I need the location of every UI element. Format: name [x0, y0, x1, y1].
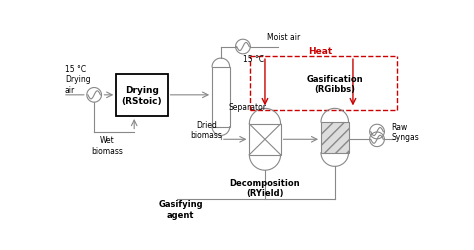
- Text: Gasifying
agent: Gasifying agent: [158, 199, 203, 219]
- Text: 15 °C
Drying
air: 15 °C Drying air: [65, 65, 91, 94]
- Text: Raw
Syngas: Raw Syngas: [392, 122, 419, 142]
- Bar: [249, 124, 281, 155]
- Text: Heat: Heat: [308, 47, 332, 56]
- Text: Separator: Separator: [229, 102, 267, 112]
- Bar: [212, 68, 230, 127]
- Text: Drying
(RStoic): Drying (RStoic): [122, 86, 162, 105]
- Text: 15 °C: 15 °C: [243, 54, 264, 63]
- Text: Moist air: Moist air: [267, 33, 300, 42]
- Text: Decomposition
(RYield): Decomposition (RYield): [230, 178, 300, 198]
- Bar: [116, 74, 168, 116]
- Text: Dried
biomass: Dried biomass: [190, 120, 222, 140]
- Text: Wet
biomass: Wet biomass: [91, 136, 123, 155]
- Text: Gasification
(RGibbs): Gasification (RGibbs): [307, 74, 363, 94]
- Bar: [321, 122, 348, 153]
